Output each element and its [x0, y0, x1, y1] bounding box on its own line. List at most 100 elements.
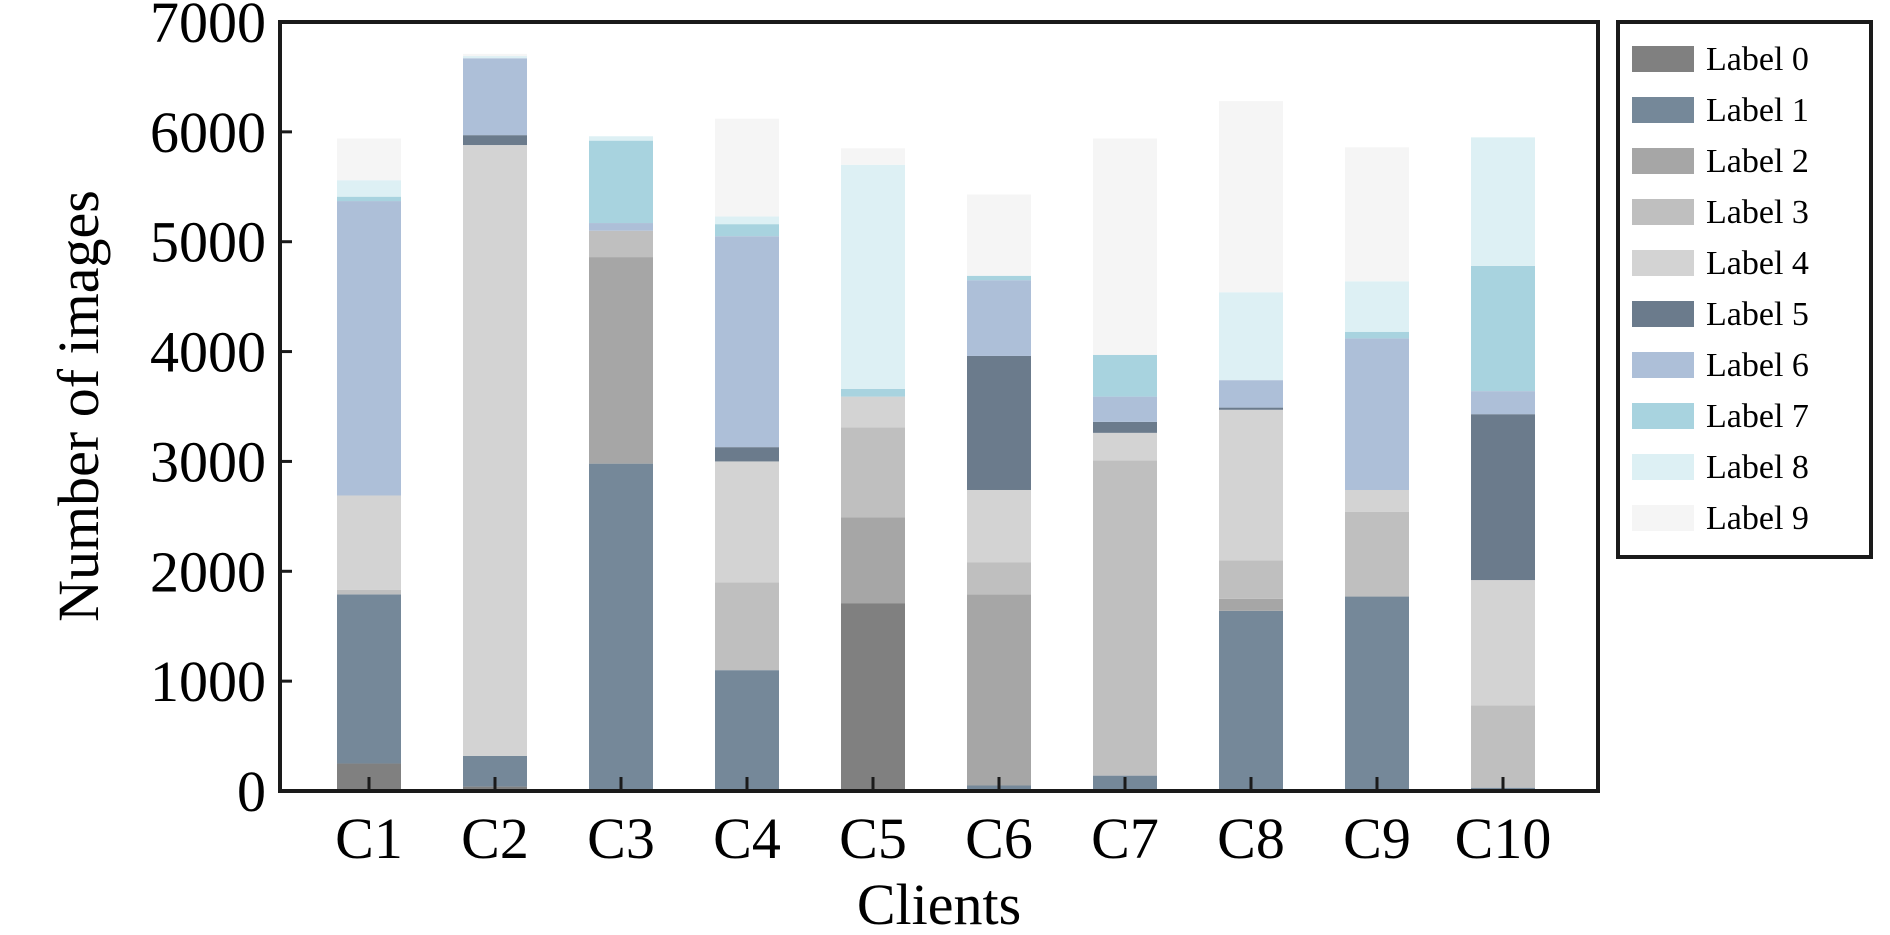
y-tick-label: 1000 — [150, 649, 266, 714]
legend-label: Label 6 — [1706, 347, 1809, 384]
bar-segment-c1-label-7 — [337, 196, 401, 202]
bar-segment-c1-label-4 — [337, 495, 401, 590]
bar-segment-c7-label-5 — [1093, 421, 1157, 433]
bar-segment-c3-label-2 — [589, 257, 653, 464]
bar-segment-c8-label-4 — [1219, 409, 1283, 561]
legend-label: Label 9 — [1706, 500, 1809, 537]
x-tick-label: C6 — [965, 806, 1033, 871]
legend: Label 0 Label 1 Label 2 Label 3 Label 4 Label… — [1632, 41, 1809, 537]
bar-segment-c10-label-3 — [1471, 705, 1535, 788]
legend-swatch — [1632, 46, 1694, 72]
bar-segment-c7-label-6 — [1093, 396, 1157, 422]
legend-label: Label 3 — [1706, 194, 1809, 231]
bar-segment-c4-label-3 — [715, 582, 779, 671]
bar-segment-c4-label-4 — [715, 461, 779, 583]
bar-segment-c10-label-7 — [1471, 265, 1535, 392]
plot-frame — [278, 20, 1600, 793]
bar-segment-c3-label-3 — [589, 230, 653, 258]
y-tick-label: 6000 — [150, 100, 266, 165]
x-axis-title: Clients — [857, 872, 1021, 935]
bar-segment-c1-label-9 — [337, 138, 401, 181]
bar-segment-c7-label-9 — [1093, 138, 1157, 355]
bar-segment-c5-label-9 — [841, 148, 905, 165]
bar-segment-c8-label-1 — [1219, 610, 1283, 791]
legend-label: Label 4 — [1706, 245, 1809, 282]
bar-segment-c9-label-7 — [1345, 331, 1409, 339]
x-tick-label: C7 — [1091, 806, 1159, 871]
x-tick-label: C4 — [713, 806, 781, 871]
x-tick-label: C1 — [335, 806, 403, 871]
bar-segment-c4-label-5 — [715, 447, 779, 462]
bar-segment-c4-label-1 — [715, 670, 779, 791]
bars-layer — [337, 53, 1535, 791]
bar-segment-c2-label-4 — [463, 145, 527, 756]
legend-label: Label 8 — [1706, 449, 1809, 486]
x-tick-label: C8 — [1217, 806, 1285, 871]
legend-label: Label 0 — [1706, 41, 1809, 78]
bar-segment-c7-label-3 — [1093, 460, 1157, 776]
bar-segment-c5-label-7 — [841, 388, 905, 397]
legend-swatch — [1632, 403, 1694, 429]
bar-segment-c10-label-5 — [1471, 414, 1535, 581]
bar-segment-c2-label-8 — [463, 56, 527, 59]
bar-segment-c4-label-9 — [715, 118, 779, 217]
bar-segment-c1-label-3 — [337, 589, 401, 595]
x-tick-label: C10 — [1455, 806, 1552, 871]
bar-segment-c6-label-6 — [967, 280, 1031, 356]
legend-swatch — [1632, 199, 1694, 225]
legend-swatch — [1632, 148, 1694, 174]
bar-segment-c6-label-2 — [967, 594, 1031, 786]
bar-segment-c9-label-1 — [1345, 596, 1409, 791]
y-tick-label: 2000 — [150, 539, 266, 604]
legend-swatch — [1632, 97, 1694, 123]
bar-segment-c9-label-4 — [1345, 489, 1409, 512]
bar-segment-c1-label-6 — [337, 201, 401, 496]
bar-segment-c9-label-6 — [1345, 338, 1409, 490]
x-tick-label: C9 — [1343, 806, 1411, 871]
bar-segment-c9-label-9 — [1345, 147, 1409, 282]
bar-segment-c5-label-0 — [841, 603, 905, 791]
bar-segment-c3-label-6 — [589, 223, 653, 231]
bar-segment-c4-label-7 — [715, 224, 779, 237]
x-tick-label: C3 — [587, 806, 655, 871]
bar-segment-c4-label-6 — [715, 236, 779, 448]
bar-segment-c8-label-8 — [1219, 292, 1283, 381]
legend-swatch — [1632, 301, 1694, 327]
y-tick-label: 0 — [237, 759, 266, 824]
y-axis-title: Number of images — [46, 190, 111, 622]
bar-segment-c5-label-3 — [841, 427, 905, 518]
x-tick-label: C2 — [461, 806, 529, 871]
bar-segment-c8-label-5 — [1219, 407, 1283, 410]
bar-segment-c7-label-4 — [1093, 432, 1157, 461]
x-tick-label: C5 — [839, 806, 907, 871]
legend-label: Label 1 — [1706, 92, 1809, 129]
bar-segment-c10-label-4 — [1471, 580, 1535, 706]
bar-segment-c2-label-5 — [463, 135, 527, 146]
bar-segment-c5-label-4 — [841, 396, 905, 428]
bar-segment-c2-label-6 — [463, 58, 527, 136]
bar-segment-c8-label-6 — [1219, 380, 1283, 408]
bar-segment-c5-label-2 — [841, 517, 905, 604]
bar-segment-c3-label-1 — [589, 463, 653, 791]
bar-segment-c6-label-4 — [967, 489, 1031, 563]
bar-segment-c3-label-8 — [589, 136, 653, 141]
bar-segment-c6-label-3 — [967, 562, 1031, 595]
legend-swatch — [1632, 505, 1694, 531]
bar-segment-c10-label-6 — [1471, 391, 1535, 415]
y-tick-label: 5000 — [150, 210, 266, 275]
x-axis-ticks: C1 C2 C3 C4 C5 C6 C7 C8 C9 C10 — [335, 777, 1551, 871]
bar-segment-c8-label-9 — [1219, 101, 1283, 293]
y-axis-ticks: 0 1000 2000 3000 4000 5000 6000 7000 — [150, 0, 292, 824]
y-tick-label: 4000 — [150, 320, 266, 385]
legend-label: Label 2 — [1706, 143, 1809, 180]
y-tick-label: 7000 — [150, 0, 266, 55]
bar-segment-c7-label-7 — [1093, 354, 1157, 397]
bar-segment-c3-label-7 — [589, 140, 653, 224]
bar-segment-c8-label-3 — [1219, 560, 1283, 599]
legend-label: Label 5 — [1706, 296, 1809, 333]
bar-segment-c9-label-8 — [1345, 281, 1409, 332]
bar-segment-c10-label-8 — [1471, 137, 1535, 266]
bar-segment-c9-label-3 — [1345, 511, 1409, 597]
legend-label: Label 7 — [1706, 398, 1809, 435]
